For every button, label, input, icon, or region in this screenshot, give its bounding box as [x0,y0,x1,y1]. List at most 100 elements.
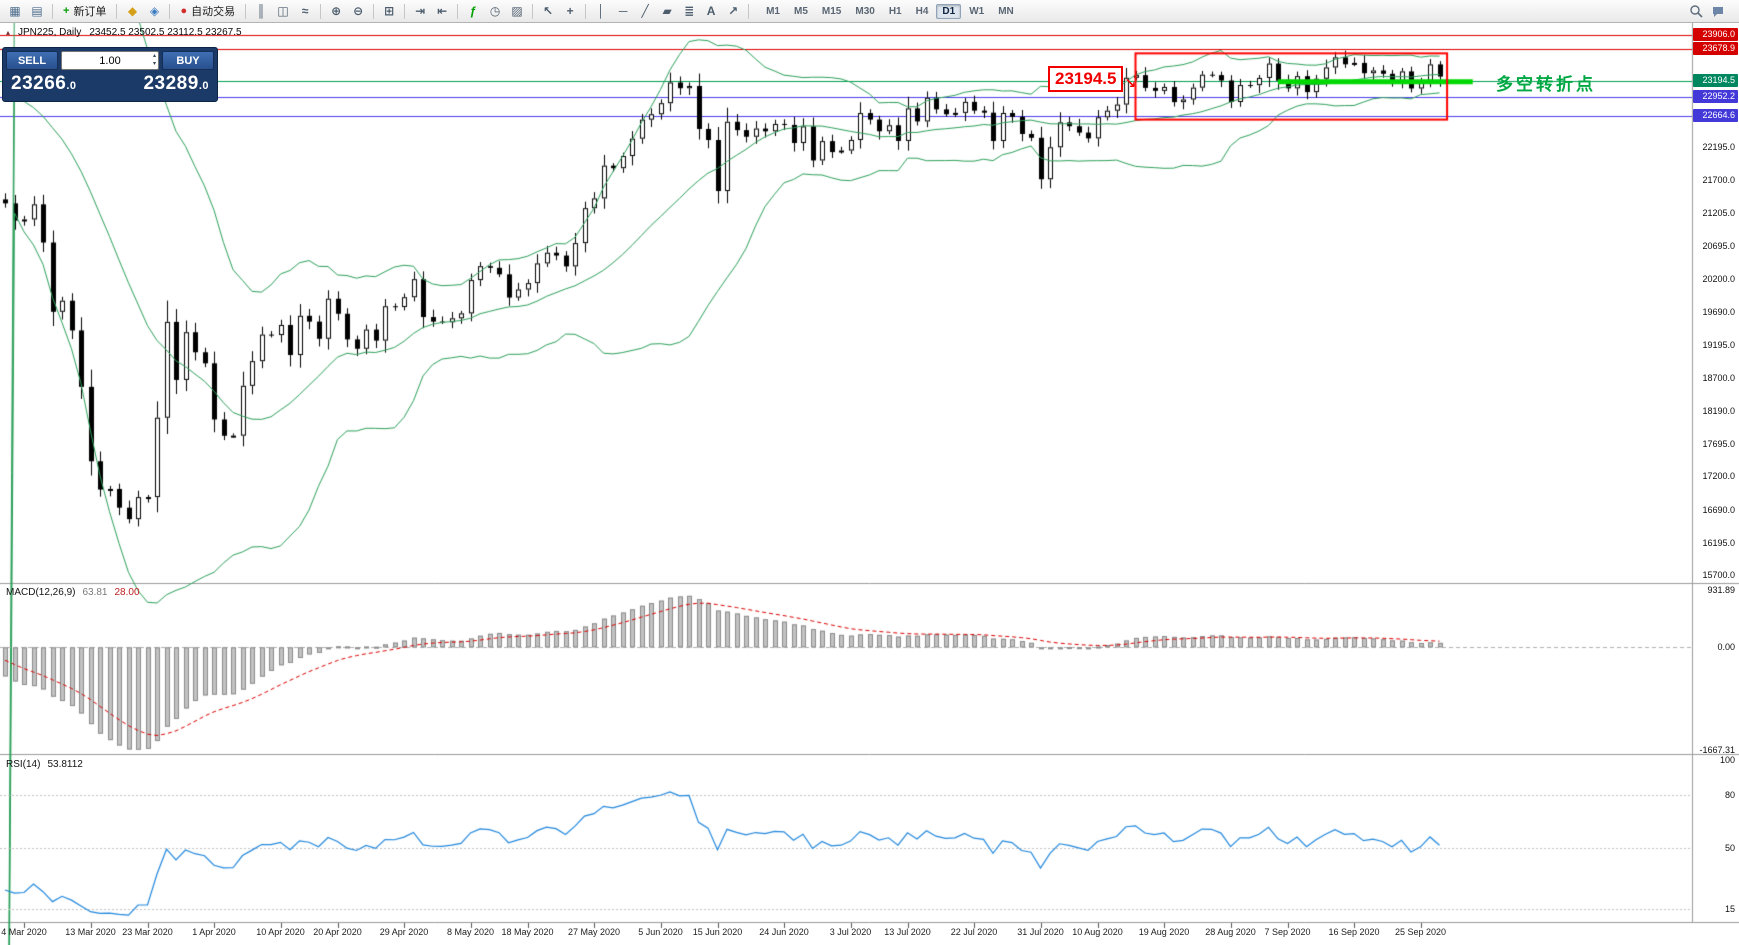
date-label: 5 Jun 2020 [638,927,683,937]
panel-separator[interactable] [0,752,1739,757]
timeframe-mn-button[interactable]: MN [998,5,1014,17]
price-tick-label: 19690.0 [1702,307,1735,318]
main-toolbar: ▦ ▤ + 新订单 ◆ ◈ ● 自动交易 ║ ◫ ≈ ⊕ ⊖ ⊞ ⇥ ⇤ ƒ ◷ ▨ ↖ + │ ─ ╱ ▰ ≣ A ↗ M1 M5 M1… [0,0,1739,23]
buy-price: 23289.0 [143,73,209,94]
timeframe-h1-button[interactable]: H1 [888,5,902,17]
toolbar-separator [245,3,247,19]
price-callout[interactable]: 23194.5 ↘ [1048,66,1136,92]
notifications-icon[interactable] [1708,2,1728,20]
callout-arrow-icon: ↘ [1124,75,1137,91]
buy-button[interactable]: BUY [162,51,214,70]
vertical-line-icon: │ [597,4,605,18]
date-label: 15 Jun 2020 [692,927,743,937]
price-level-label: 22952.2 [1693,90,1738,104]
new-order-button[interactable]: + 新订单 [57,2,112,20]
market-watch-icon: ◈ [149,4,160,18]
price-tick-label: 22195.0 [1702,142,1735,153]
timeframe-w1-button[interactable]: W1 [969,5,985,17]
chart-shift-button[interactable]: ⇤ [432,2,452,20]
templates-button[interactable]: ▨ [507,2,527,20]
zoom-in-button[interactable]: ⊕ [326,2,346,20]
toolbar-separator [404,3,406,19]
date-label: 13 Jul 2020 [884,927,931,937]
new-order-icon: + [63,5,70,17]
price-level-label: 23906.0 [1693,27,1738,41]
rsi-indicator-label: RSI(14) 53.8112 [6,759,83,770]
text-label-button[interactable]: A [701,2,721,20]
market-watch-button[interactable]: ◈ [144,2,164,20]
horizontal-line-icon: ─ [618,4,628,18]
sell-price: 23266.0 [11,73,77,94]
date-label: 8 May 2020 [446,927,495,937]
timeframe-d1-button[interactable]: D1 [936,3,962,19]
line-chart-button[interactable]: ≈ [295,2,315,20]
macd-main-value: 63.81 [82,587,108,598]
toolbar-separator [532,3,534,19]
date-label: 20 Apr 2020 [313,927,362,937]
toolbar-right-group [1685,2,1729,20]
autotrading-label: 自动交易 [191,6,236,18]
periods-button[interactable]: ◷ [485,2,505,20]
date-axis[interactable]: 4 Mar 2020 13 Mar 2020 23 Mar 2020 1 Apr 20… [0,923,1692,945]
volume-spinner: ▴ ▾ [153,52,156,68]
timeframe-h4-button[interactable]: H4 [915,5,929,17]
toolbar-separator [457,3,459,19]
indicators-button[interactable]: ƒ [463,2,483,20]
cursor-button[interactable]: ↖ [538,2,558,20]
price-tick-label: 16690.0 [1702,505,1735,516]
date-label: 25 Sep 2020 [1394,927,1447,937]
price-tick-label: 19195.0 [1702,340,1735,350]
timeframe-m5-button[interactable]: M5 [794,5,808,17]
profiles-button[interactable]: ▤ [27,2,47,20]
search-icon[interactable] [1686,2,1706,20]
sell-button[interactable]: SELL [6,51,58,70]
arrows-icon: ↗ [728,4,739,18]
toolbar-separator [169,3,171,19]
tile-windows-button[interactable]: ⊞ [379,2,399,20]
arrows-button[interactable]: ↗ [723,2,743,20]
panel-separator[interactable] [0,581,1739,586]
candlestick-chart-button[interactable]: ◫ [273,2,293,20]
fibonacci-button[interactable]: ≣ [679,2,699,20]
autotrading-button[interactable]: ● 自动交易 [174,2,241,20]
bar-chart-button[interactable]: ║ [251,2,271,20]
rsi-scale-label: 80 [1724,790,1735,801]
one-click-collapse-icon[interactable]: ▴ [6,28,11,37]
macd-scale-label: -1667.31 [1699,745,1735,755]
turning-point-label[interactable]: 多空转折点 [1496,75,1596,94]
zoom-out-button[interactable]: ⊖ [348,2,368,20]
metaeditor-button[interactable]: ◆ [122,2,142,20]
profiles-icon: ▤ [31,4,43,18]
timeframe-m30-button[interactable]: M30 [855,5,875,17]
crosshair-button[interactable]: + [560,2,580,20]
price-tick-label: 18190.0 [1702,406,1735,417]
one-click-trading-panel: SELL 1.00 ▴ ▾ BUY 23266.0 23289.0 [2,47,218,102]
volume-input[interactable]: 1.00 ▴ ▾ [61,51,159,70]
price-scale[interactable]: 22195.0 21700.0 21205.0 20695.0 20200.0 19690… [1692,0,1739,945]
price-tick-label: 21700.0 [1702,174,1735,185]
volume-up-icon[interactable]: ▴ [152,53,156,59]
rsi-scale-label: 15 [1724,904,1735,915]
metaeditor-icon: ◆ [127,4,138,18]
volume-down-icon[interactable]: ▾ [152,61,156,67]
timeframe-bar: M1 M5 M15 M30 H1 H4 D1 W1 MN [759,3,1021,19]
trendline-icon: ╱ [641,4,649,18]
new-chart-button[interactable]: ▦ [5,2,25,20]
trendline-button[interactable]: ╱ [635,2,655,20]
price-callout-box[interactable]: 23194.5 [1048,66,1124,92]
toolbar-separator [116,3,118,19]
timeframe-m1-button[interactable]: M1 [766,5,780,17]
timeframe-m15-button[interactable]: M15 [821,5,842,17]
panel-separator[interactable] [0,920,1739,925]
volume-value: 1.00 [99,54,121,67]
text-label-icon: A [706,4,716,18]
equidistant-channel-icon: ▰ [662,4,672,18]
price-tick-label: 21205.0 [1702,207,1735,218]
equidistant-channel-button[interactable]: ▰ [657,2,677,20]
auto-scroll-button[interactable]: ⇥ [410,2,430,20]
vertical-line-button[interactable]: │ [591,2,611,20]
horizontal-line-button[interactable]: ─ [613,2,633,20]
toolbar-separator [373,3,375,19]
